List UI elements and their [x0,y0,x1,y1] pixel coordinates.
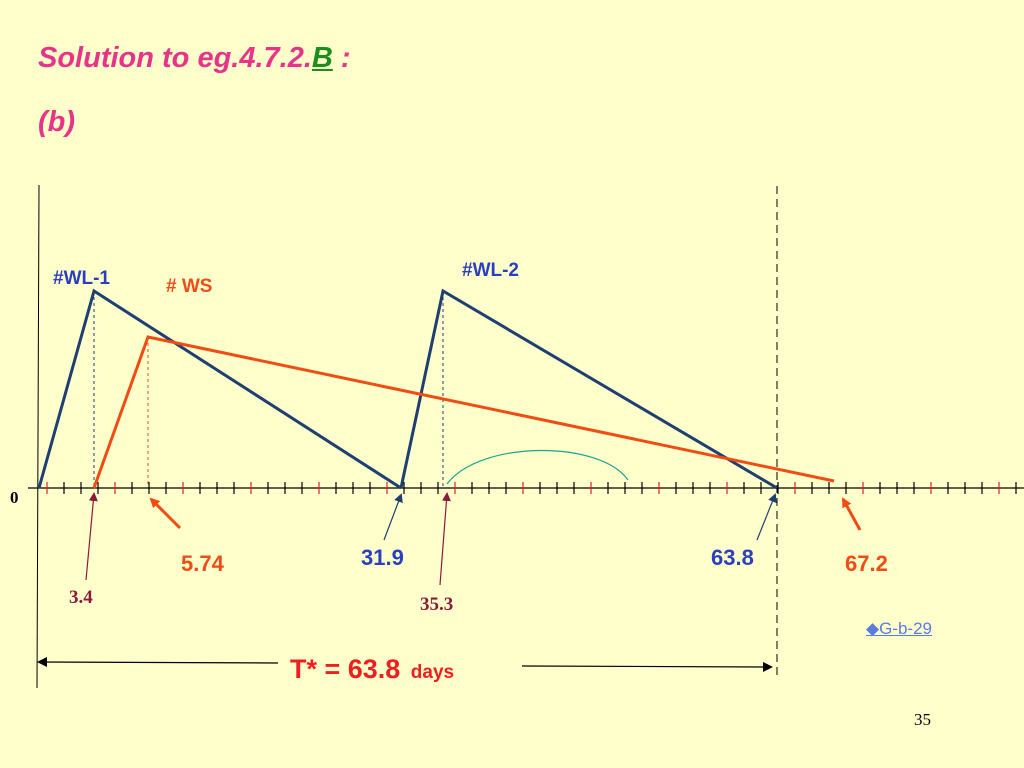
cycle-arrow-right [521,661,773,672]
y-axis [36,184,40,689]
series-label-wl2: #WL-2 [462,260,519,281]
reference-link[interactable]: ◆G-b-29 [866,619,932,638]
page-number: 35 [914,710,931,729]
title-prefix: Solution to eg.4.7.2. [38,42,312,74]
arrow-5-74 [149,497,182,530]
cycle-arrow-left [37,657,279,668]
slide-title: Solution to eg.4.7.2.B : [38,42,351,75]
marker-label-31-9: 31.9 [361,545,404,570]
series-wl2-line [399,288,778,490]
cycle-label: T* = 63.8 days [290,654,454,684]
arrow-35-3 [439,492,451,586]
arrow-67-2 [841,497,862,531]
series-wl1-line [37,288,402,490]
interval-arc [446,449,629,485]
marker-label-5-74: 5.74 [181,551,225,576]
series-ws-line [92,335,835,489]
arrow-3-4 [85,492,98,581]
marker-label-67-2: 67.2 [845,551,888,576]
marker-label-35-3: 35.3 [420,594,453,615]
title-emphasis: B [311,42,333,74]
series-label-ws: # WS [166,276,212,297]
marker-label-63-8: 63.8 [711,545,754,570]
title-suffix: : [332,42,351,74]
origin-label: 0 [10,488,19,507]
x-axis-ticks [46,482,1017,494]
arrow-31-9 [383,493,403,541]
slide-subtitle: (b) [38,106,76,138]
cycle-label-value: T* = 63.8 [290,654,400,684]
arrow-63-8 [756,493,777,541]
marker-label-3-4: 3.4 [69,587,93,608]
cycle-label-unit: days [411,662,454,683]
series-label-wl1: #WL-1 [53,268,110,289]
